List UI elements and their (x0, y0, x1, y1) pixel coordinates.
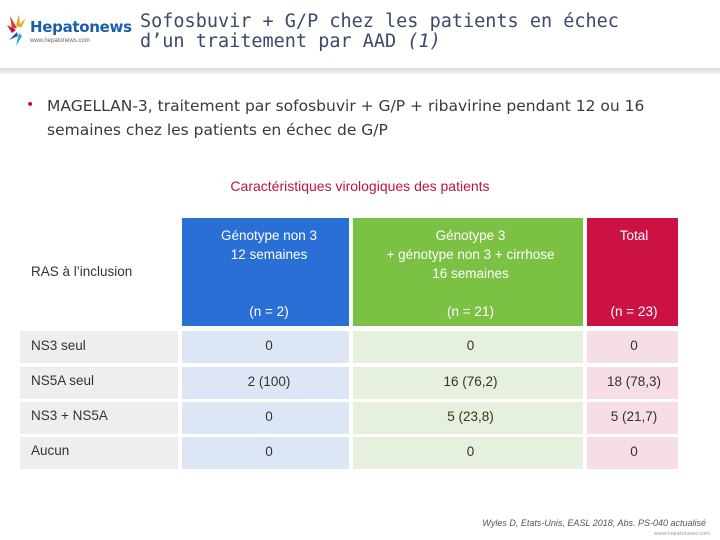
col2-header-line3: 16 semaines (432, 266, 509, 281)
col2-row1-bg (353, 331, 583, 363)
col1-row1-bg (182, 331, 349, 363)
title-line-2-text: d’un traitement par AAD (140, 31, 397, 52)
row-label-ns3-ns5a: NS3 + NS5A (31, 408, 108, 423)
title-divider (0, 68, 720, 74)
intro-text: MAGELLAN-3, traitement par sofosbuvir + … (47, 97, 645, 139)
col2-row4-bg (353, 437, 583, 469)
col3-row2-bg (587, 367, 678, 399)
slide-title: Sofosbuvir + G/P chez les patients en éc… (140, 12, 700, 52)
col2-header-bg (353, 218, 583, 326)
title-line-2: d’un traitement par AAD (1) (140, 32, 700, 52)
logo-burst-icon (7, 14, 26, 46)
hepatonews-logo: Hepatonews www.hepatonews.com (6, 12, 132, 52)
col3-header: Total (590, 226, 678, 245)
col1-header: Génotype non 3 12 semaines (188, 226, 350, 264)
col3-row1-bg (587, 331, 678, 363)
title-line-1: Sofosbuvir + G/P chez les patients en éc… (140, 11, 619, 32)
col2-header-line2: + génotype non 3 + cirrhose (386, 247, 555, 262)
col3-header-bg (587, 218, 678, 326)
table-cell: 18 (78,3) (606, 374, 662, 389)
table-cell: 2 (100) (247, 374, 291, 389)
title-reference: (1) (407, 31, 441, 52)
table-cell: 0 (265, 409, 273, 424)
row-header: RAS à l’inclusion (31, 264, 133, 279)
row-label-ns5a: NS5A seul (31, 373, 95, 388)
label-row1-bg (20, 331, 178, 363)
table-cell: 0 (630, 338, 638, 353)
table-caption: Caractéristiques virologiques des patien… (230, 178, 490, 194)
label-row2-bg (20, 367, 178, 399)
table-cell: 0 (265, 338, 273, 353)
col3-n: (n = 23) (610, 304, 658, 319)
table-cell: 0 (466, 338, 475, 353)
label-row4-bg (20, 437, 178, 469)
row-label-aucun: Aucun (31, 443, 70, 458)
row-label-ns3: NS3 seul (31, 338, 86, 353)
col2-row3-bg (353, 402, 583, 434)
col1-n: (n = 2) (249, 304, 289, 319)
logo-name: Hepatonews (30, 18, 132, 36)
table-cell: 5 (23,8) (447, 409, 494, 424)
label-row3-bg (20, 402, 178, 434)
table-cell: 0 (466, 444, 475, 459)
footer-url: www.hepatonews.com (653, 531, 710, 537)
col3-header-line1: Total (619, 228, 649, 243)
table-cell: 16 (76,2) (443, 374, 498, 389)
citation: Wyles D, Etats-Unis, EASL 2018, Abs. PS-… (482, 518, 706, 528)
col1-header-line2: 12 semaines (230, 247, 308, 262)
table-cell: 0 (630, 444, 638, 459)
table-cell: 0 (265, 444, 273, 459)
col2-header: Génotype 3 + génotype non 3 + cirrhose 1… (358, 226, 583, 283)
table-cell: 5 (21,7) (610, 409, 658, 424)
col2-n: (n = 21) (447, 304, 494, 319)
col1-header-line1: Génotype non 3 (220, 228, 318, 243)
col1-row3-bg (182, 402, 349, 434)
bullet-icon: • (26, 97, 35, 113)
col3-row3-bg (587, 402, 678, 434)
logo-url: www.hepatonews.com (30, 38, 90, 44)
col2-row2-bg (353, 367, 583, 399)
col1-header-bg (182, 218, 349, 326)
col1-row2-bg (182, 367, 349, 399)
col2-header-line1: Génotype 3 (435, 228, 506, 243)
col3-row4-bg (587, 437, 678, 469)
col1-row4-bg (182, 437, 349, 469)
